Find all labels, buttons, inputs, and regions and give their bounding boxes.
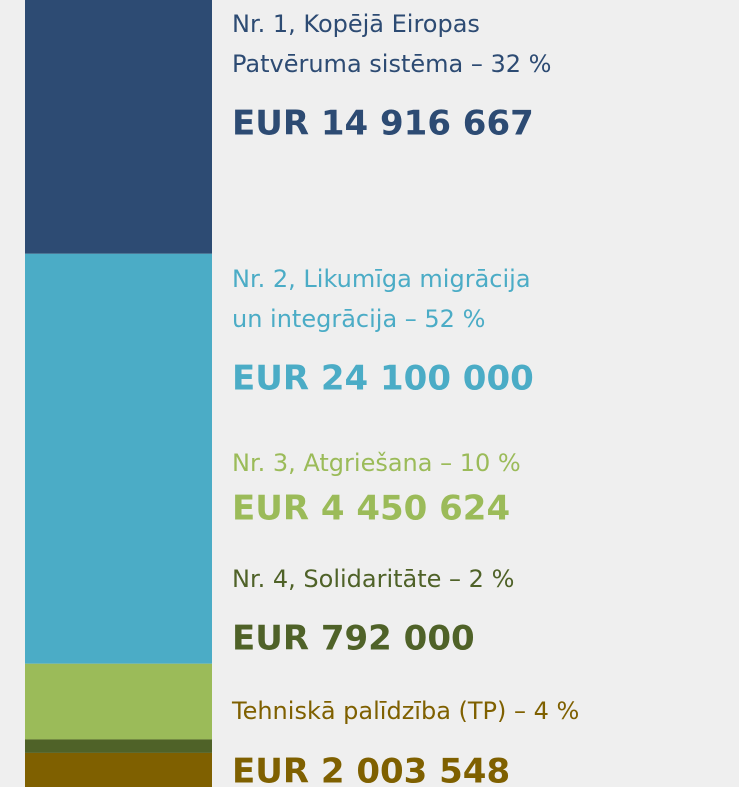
value-label: EUR 2 003 548 [232,752,510,787]
value-label: EUR 14 916 667 [232,104,534,144]
bar-segment [25,0,212,254]
value-label: EUR 792 000 [232,619,475,659]
category-label: Nr. 3, Atgriešana – 10 % [232,449,521,477]
category-label: Nr. 4, Solidaritāte – 2 % [232,565,514,593]
bar-segment [25,253,212,664]
category-label: Tehniskā palīdzība (TP) – 4 % [231,697,579,725]
bar-segment [25,663,212,740]
category-label: Nr. 1, Kopējā Eiropas [232,10,480,38]
category-label: un integrācija – 52 % [232,305,485,333]
bar-segment [25,739,212,753]
category-label: Patvēruma sistēma – 32 % [232,50,551,78]
category-label: Nr. 2, Likumīga migrācija [232,265,531,293]
bar-segment [25,752,212,787]
value-label: EUR 24 100 000 [232,359,534,399]
value-label: EUR 4 450 624 [232,489,510,529]
